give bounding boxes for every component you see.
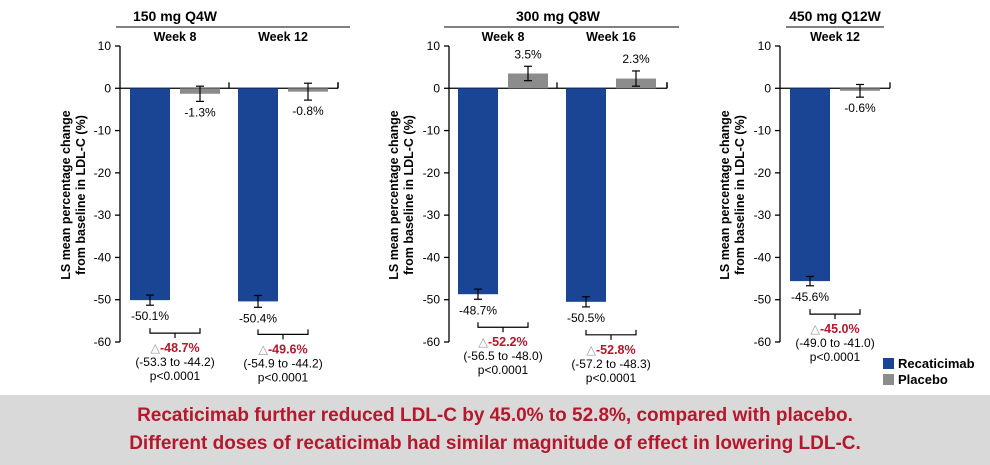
y-axis-label: LS mean percentage change (387, 110, 401, 280)
legend-label: Recaticimab (898, 356, 975, 371)
confidence-interval: (-53.3 to -44.2) (135, 355, 214, 369)
legend-swatch-recaticimab (883, 358, 894, 369)
recaticimab-bar (790, 88, 830, 282)
comparison-bracket (257, 329, 309, 340)
conclusion-line-1: Recaticimab further reduced LDL-C by 45.… (137, 405, 853, 426)
y-axis-label: LS mean percentage change (59, 110, 73, 280)
delta-icon: △ (478, 335, 488, 349)
week-label: Week 12 (258, 30, 308, 44)
y-tick-label: 0 (433, 81, 440, 95)
p-value: p<0.0001 (258, 370, 309, 384)
comparison-bracket (477, 322, 529, 333)
y-tick-label: -30 (423, 208, 441, 222)
delta-value: -52.8% (596, 343, 636, 357)
y-axis-label: from baseline in LDL-C (%) (733, 115, 747, 275)
comparison-bracket (809, 309, 861, 320)
y-tick-label: -20 (423, 166, 441, 180)
delta-icon: △ (586, 343, 596, 357)
delta-value: -49.6% (268, 342, 308, 356)
y-tick-label: -60 (423, 335, 441, 349)
y-tick-label: 10 (98, 39, 112, 53)
y-tick-label: -20 (94, 166, 112, 180)
y-tick-label: -10 (94, 124, 112, 138)
recaticimab-value-label: -48.7% (459, 303, 497, 317)
confidence-interval: (-54.9 to -44.2) (243, 356, 322, 370)
placebo-value-label: -0.6% (844, 101, 876, 115)
y-tick-label: -50 (754, 293, 772, 307)
week-label: Week 16 (586, 30, 636, 44)
y-tick-label: -30 (94, 208, 112, 222)
y-tick-label: -20 (754, 166, 772, 180)
recaticimab-bar (566, 88, 606, 302)
delta-label: △-49.6% (258, 342, 307, 356)
conclusion-line-2: Different doses of recaticimab had simil… (129, 433, 861, 454)
delta-label: △-45.0% (810, 322, 859, 336)
placebo-value-label: -1.3% (184, 105, 216, 119)
y-tick-label: -40 (94, 250, 112, 264)
delta-label: △-52.8% (586, 343, 635, 357)
delta-label: △-48.7% (150, 341, 199, 355)
y-tick-label: -30 (754, 208, 772, 222)
p-value: p<0.0001 (586, 371, 637, 385)
delta-icon: △ (258, 342, 268, 356)
conclusion-banner: Recaticimab further reduced LDL-C by 45.… (0, 395, 990, 465)
recaticimab-value-label: -50.5% (567, 311, 605, 325)
confidence-interval: (-57.2 to -48.3) (571, 357, 650, 371)
y-tick-label: -60 (754, 335, 772, 349)
y-axis-label: LS mean percentage change (718, 110, 732, 280)
y-tick-label: 0 (764, 81, 771, 95)
recaticimab-bar (130, 88, 170, 301)
delta-label: △-52.2% (478, 335, 527, 349)
confidence-interval: (-49.0 to -41.0) (795, 336, 874, 350)
delta-value: -48.7% (160, 341, 200, 355)
week-label: Week 12 (810, 30, 860, 44)
recaticimab-value-label: -50.4% (239, 311, 277, 325)
p-value: p<0.0001 (810, 350, 861, 364)
recaticimab-value-label: -45.6% (791, 290, 829, 304)
recaticimab-bar (458, 88, 498, 295)
recaticimab-value-label: -50.1% (131, 309, 169, 323)
panel-title: 300 mg Q8W (516, 8, 601, 24)
y-tick-label: 10 (427, 39, 441, 53)
comparison-bracket (149, 328, 201, 339)
placebo-value-label: 2.3% (622, 52, 650, 66)
p-value: p<0.0001 (478, 363, 529, 377)
placebo-value-label: -0.8% (292, 104, 324, 118)
panel-title: 450 mg Q12W (789, 8, 882, 24)
delta-value: -45.0% (820, 322, 860, 336)
y-tick-label: -40 (423, 250, 441, 264)
recaticimab-bar (238, 88, 278, 302)
delta-value: -52.2% (488, 335, 528, 349)
y-tick-label: 0 (104, 81, 111, 95)
delta-icon: △ (150, 341, 160, 355)
delta-icon: △ (810, 322, 820, 336)
y-tick-label: -10 (423, 124, 441, 138)
comparison-bracket (585, 329, 637, 340)
confidence-interval: (-56.5 to -48.0) (463, 349, 542, 363)
placebo-value-label: 3.5% (514, 47, 542, 61)
p-value: p<0.0001 (150, 369, 201, 383)
y-tick-label: -10 (754, 124, 772, 138)
y-axis-label: from baseline in LDL-C (%) (74, 115, 88, 275)
legend-swatch-placebo (883, 374, 894, 385)
week-label: Week 8 (482, 30, 525, 44)
y-tick-label: -40 (754, 250, 772, 264)
legend-label: Placebo (898, 372, 948, 387)
y-tick-label: -50 (423, 293, 441, 307)
y-axis-label: from baseline in LDL-C (%) (402, 115, 416, 275)
panel-title: 150 mg Q4W (133, 8, 218, 24)
y-tick-label: -60 (94, 335, 112, 349)
week-label: Week 8 (154, 30, 197, 44)
y-tick-label: 10 (758, 39, 772, 53)
y-tick-label: -50 (94, 293, 112, 307)
